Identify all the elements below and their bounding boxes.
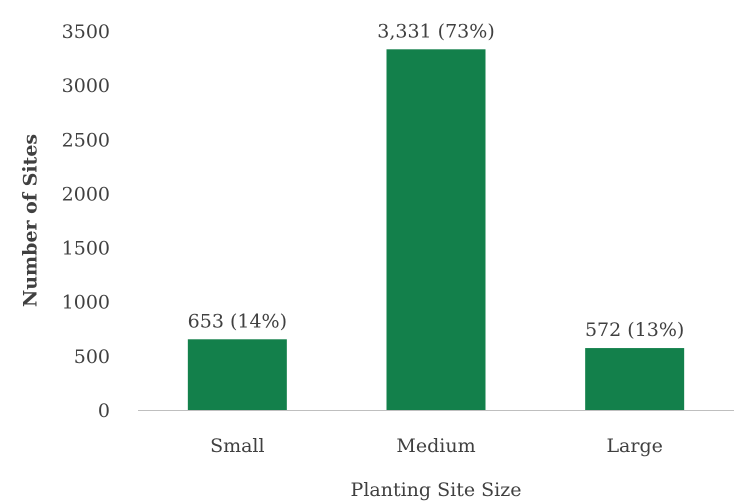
bar-small [187,339,287,410]
y-tick-label: 1500 [62,238,110,260]
data-label-medium: 3,331 (73%) [377,20,495,42]
bar-medium [386,49,486,410]
y-tick-label: 0 [98,400,110,422]
bars: 653 (14%) 3,331 (73%) 572 (13%) [187,20,685,410]
y-axis-ticks: 0 500 1000 1500 2000 2500 3000 3500 [62,21,110,422]
y-tick-label: 3500 [62,21,110,43]
x-tick-label-large: Large [606,435,662,457]
data-label-small: 653 (14%) [188,310,287,332]
x-axis-title: Planting Site Size [351,479,522,501]
x-axis-ticks: Small Medium Large [210,435,663,457]
y-axis-title: Number of Sites [20,134,42,307]
y-tick-label: 2000 [62,183,110,205]
data-label-large: 572 (13%) [585,319,684,341]
x-tick-label-medium: Medium [396,435,475,457]
y-tick-label: 1000 [62,292,110,314]
y-tick-label: 3000 [62,75,110,97]
x-tick-label-small: Small [210,435,265,457]
bar-large [585,348,685,410]
y-tick-label: 2500 [62,129,110,151]
y-tick-label: 500 [74,346,110,368]
